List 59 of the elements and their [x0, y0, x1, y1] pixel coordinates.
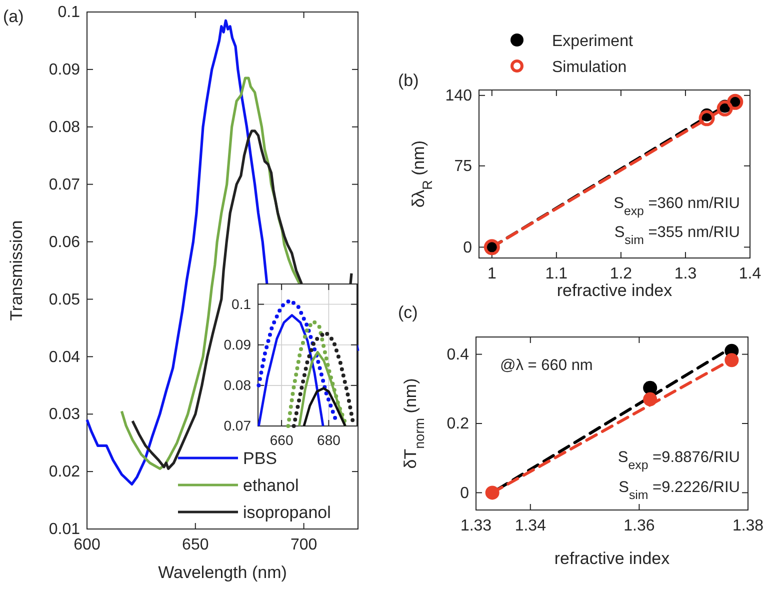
y-tick-label: 0.03	[48, 406, 80, 424]
y-tick-label: 0	[460, 484, 470, 502]
y-tick-label: 0.2	[446, 416, 470, 433]
legend-label: ethanol	[243, 476, 299, 495]
chart-title: (b)	[398, 71, 419, 90]
x-tick-label: 650	[182, 536, 209, 554]
y-tick-label: 0.09	[48, 62, 80, 79]
legend-label: PBS	[243, 449, 278, 468]
x-axis-title: refractive index	[554, 549, 670, 568]
y-tick-label: 0.1	[232, 296, 252, 312]
x-tick-label: 1.36	[624, 517, 655, 534]
x-tick-label: 660	[270, 432, 294, 448]
x-tick-label: 1.4	[738, 265, 762, 282]
y-tick-label: 0.04	[48, 348, 80, 366]
x-axis-title: refractive index	[556, 281, 673, 300]
y-tick-label: 0.08	[224, 376, 252, 393]
x-tick-label: 1.38	[732, 517, 764, 534]
point	[643, 380, 658, 395]
chart-title: (a)	[3, 7, 24, 26]
y-tick-label: 75	[454, 158, 472, 175]
annotation: S$_{sim}$ =9.2226/RIU	[618, 479, 740, 502]
point	[716, 100, 733, 116]
y-tick-label: 0.05	[48, 291, 80, 308]
x-tick-label: 1.3	[674, 265, 697, 282]
annotation: @λ = 660 nm	[500, 357, 593, 374]
point	[643, 392, 658, 406]
annotation: S$_{exp}$ =360 nm/RIU	[614, 195, 740, 218]
x-axis-title: Wavelength (nm)	[158, 563, 287, 582]
y-tick-label: 0.1	[58, 4, 80, 22]
legend-label: isopropanol	[243, 503, 331, 522]
line-series	[302, 387, 346, 428]
legend-label: Simulation	[552, 59, 627, 76]
y-tick-label: 0.09	[224, 336, 252, 352]
x-tick-label: 1.33	[460, 517, 492, 534]
legend-label: Experiment	[552, 33, 634, 50]
line-series	[256, 298, 338, 422]
y-tick-label: 0.07	[224, 417, 252, 434]
y-axis-title: Transmission	[7, 220, 26, 321]
x-tick-label: 600	[74, 536, 100, 554]
point	[485, 486, 500, 500]
y-tick-label: 0.4	[446, 346, 470, 364]
x-tick-label: 1.2	[610, 265, 632, 282]
y-tick-label: 0.01	[48, 521, 80, 538]
y-tick-label: 0.08	[48, 119, 80, 136]
x-tick-label: 680	[317, 432, 341, 448]
chart-title: (c)	[398, 303, 418, 322]
x-tick-label: 1.34	[514, 517, 546, 534]
y-tick-label: 0	[463, 239, 472, 256]
x-tick-label: 1.1	[545, 265, 568, 282]
y-tick-label: 140	[445, 88, 472, 105]
x-tick-label: 700	[290, 536, 318, 554]
annotation: S$_{exp}$ =9.8876/RIU	[618, 449, 740, 472]
y-tick-label: 0.07	[48, 176, 80, 194]
annotation: S$_{sim}$ =355 nm/RIU	[614, 224, 740, 247]
point	[698, 110, 715, 126]
x-tick-label: 1	[487, 265, 496, 282]
y-tick-label: 0.06	[48, 234, 80, 251]
y-tick-label: 0.02	[48, 464, 80, 481]
point	[724, 353, 739, 368]
